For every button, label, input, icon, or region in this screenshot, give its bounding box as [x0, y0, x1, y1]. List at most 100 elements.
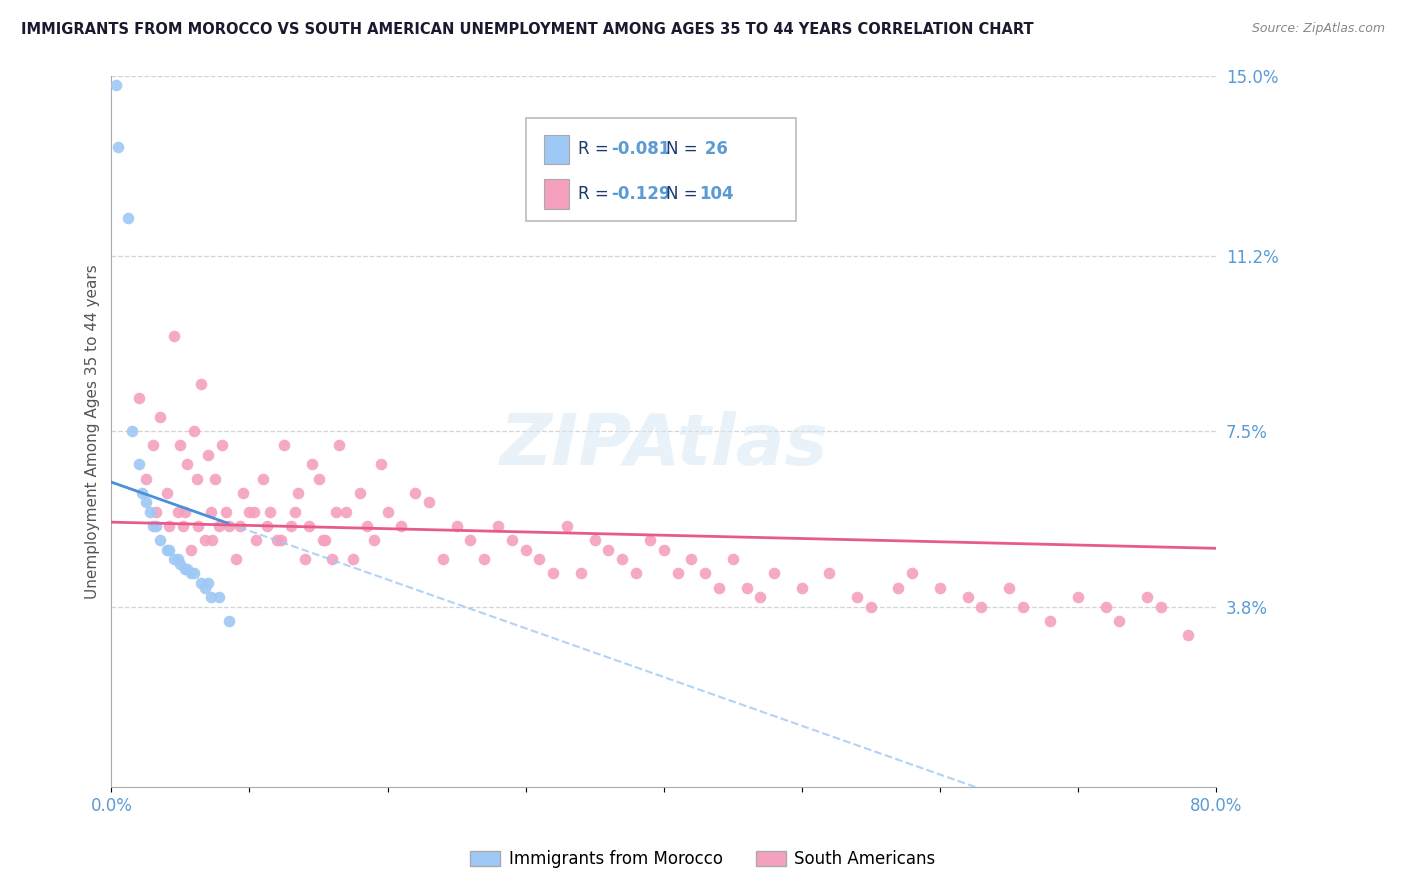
Point — [104, 78, 127, 92]
Point — [128, 458, 150, 472]
Point — [166, 505, 188, 519]
Point — [314, 533, 336, 548]
Point — [418, 495, 440, 509]
Point — [612, 552, 634, 566]
Point — [294, 552, 316, 566]
Text: ZIPAtlas: ZIPAtlas — [499, 411, 828, 480]
Point — [208, 519, 231, 533]
Point — [1136, 590, 1159, 604]
Point — [501, 533, 523, 548]
Point — [555, 519, 578, 533]
Point — [156, 542, 179, 557]
Text: Source: ZipAtlas.com: Source: ZipAtlas.com — [1251, 22, 1385, 36]
Point — [569, 566, 592, 581]
Point — [280, 519, 302, 533]
Point — [142, 438, 165, 452]
Point — [142, 519, 165, 533]
Point — [735, 581, 758, 595]
Point — [666, 566, 689, 581]
Point — [681, 552, 703, 566]
Point — [107, 139, 129, 153]
Point — [145, 519, 167, 533]
Point — [624, 566, 647, 581]
Point — [173, 562, 195, 576]
Text: 26: 26 — [699, 141, 728, 159]
Point — [287, 485, 309, 500]
Point — [583, 533, 606, 548]
Point — [1108, 614, 1130, 628]
Point — [284, 505, 307, 519]
Point — [472, 552, 495, 566]
Point — [1094, 599, 1116, 614]
Point — [242, 505, 264, 519]
Point — [204, 472, 226, 486]
Point — [259, 505, 281, 519]
Point — [135, 495, 157, 509]
Point — [515, 542, 537, 557]
Point — [211, 438, 233, 452]
Point — [298, 519, 321, 533]
Point — [763, 566, 786, 581]
Point — [180, 566, 202, 581]
Point — [1039, 614, 1062, 628]
Point — [169, 438, 191, 452]
Point — [998, 581, 1021, 595]
Point — [970, 599, 993, 614]
Point — [197, 576, 219, 591]
Point — [149, 409, 172, 424]
Point — [321, 552, 343, 566]
Point — [200, 505, 222, 519]
Point — [1067, 590, 1090, 604]
Point — [721, 552, 744, 566]
Point — [325, 505, 347, 519]
Point — [128, 391, 150, 405]
Point — [169, 557, 191, 571]
Point — [218, 614, 240, 628]
Point — [335, 505, 357, 519]
Text: R =: R = — [578, 185, 613, 202]
Point — [370, 458, 392, 472]
Point — [342, 552, 364, 566]
Point — [529, 552, 551, 566]
Point — [598, 542, 620, 557]
Point — [901, 566, 924, 581]
Point — [187, 519, 209, 533]
Point — [432, 552, 454, 566]
FancyBboxPatch shape — [526, 119, 796, 221]
Point — [166, 552, 188, 566]
Point — [157, 542, 180, 557]
Point — [238, 505, 260, 519]
Point — [201, 533, 224, 548]
Point — [194, 581, 217, 595]
Point — [695, 566, 717, 581]
Point — [273, 438, 295, 452]
Legend: Immigrants from Morocco, South Americans: Immigrants from Morocco, South Americans — [464, 844, 942, 875]
Point — [218, 519, 240, 533]
Point — [859, 599, 882, 614]
Text: R =: R = — [578, 141, 613, 159]
Point — [172, 519, 194, 533]
Point — [215, 505, 238, 519]
Point — [749, 590, 772, 604]
Point — [197, 448, 219, 462]
Text: 104: 104 — [699, 185, 734, 202]
Point — [790, 581, 813, 595]
Point — [652, 542, 675, 557]
Point — [183, 424, 205, 438]
Point — [887, 581, 910, 595]
Y-axis label: Unemployment Among Ages 35 to 44 years: Unemployment Among Ages 35 to 44 years — [86, 264, 100, 599]
Point — [311, 533, 333, 548]
Point — [121, 424, 143, 438]
Point — [638, 533, 661, 548]
Point — [139, 505, 162, 519]
Point — [846, 590, 869, 604]
Point — [145, 505, 167, 519]
Text: IMMIGRANTS FROM MOROCCO VS SOUTH AMERICAN UNEMPLOYMENT AMONG AGES 35 TO 44 YEARS: IMMIGRANTS FROM MOROCCO VS SOUTH AMERICA… — [21, 22, 1033, 37]
Point — [208, 590, 231, 604]
Point — [186, 472, 208, 486]
Point — [200, 590, 222, 604]
Point — [252, 472, 274, 486]
Point — [162, 329, 184, 343]
Point — [190, 376, 212, 391]
Point — [446, 519, 468, 533]
